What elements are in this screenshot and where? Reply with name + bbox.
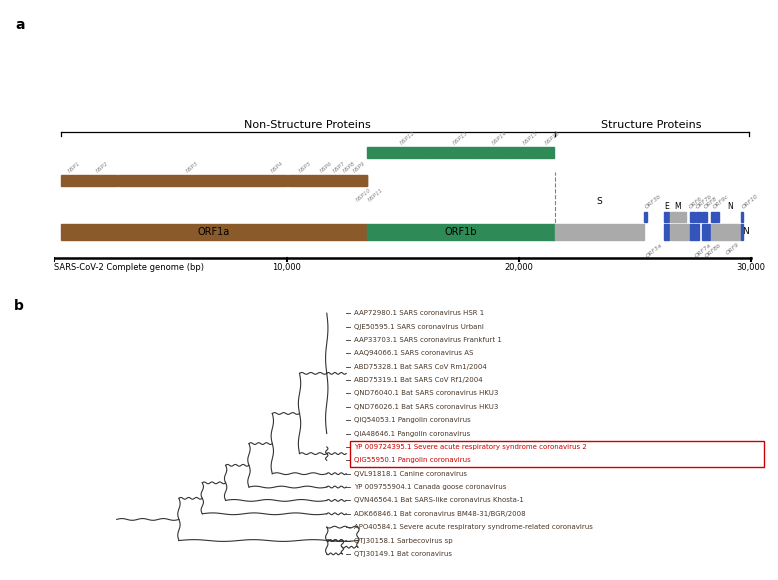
- Text: QTJ30149.1 Bat coronavirus: QTJ30149.1 Bat coronavirus: [354, 551, 452, 557]
- Text: N: N: [742, 227, 748, 236]
- Bar: [335, 175, 349, 186]
- Text: NSP6: NSP6: [319, 160, 334, 173]
- Text: NSP12: NSP12: [399, 130, 416, 146]
- Text: ABD75328.1 Bat SARS CoV Rm1/2004: ABD75328.1 Bat SARS CoV Rm1/2004: [354, 364, 487, 369]
- Text: ORF10: ORF10: [741, 194, 759, 210]
- Text: QTJ30158.1 Sarbecovirus sp: QTJ30158.1 Sarbecovirus sp: [354, 538, 453, 543]
- Bar: [670, 212, 685, 222]
- Text: N: N: [727, 202, 733, 211]
- Text: 10,000: 10,000: [272, 263, 301, 273]
- Text: ORF7b: ORF7b: [695, 194, 713, 210]
- Text: NSP3: NSP3: [185, 160, 200, 173]
- Text: M: M: [675, 202, 682, 211]
- Text: NSP11: NSP11: [367, 187, 384, 202]
- Text: ORF7a: ORF7a: [694, 242, 712, 258]
- Bar: [711, 224, 740, 240]
- Text: NSP9: NSP9: [352, 160, 366, 173]
- Text: QIA48646.1 Pangolin coronavirus: QIA48646.1 Pangolin coronavirus: [354, 430, 470, 437]
- Text: b: b: [14, 299, 24, 313]
- Bar: [702, 212, 706, 222]
- Text: ORF6: ORF6: [688, 196, 703, 210]
- Text: QIQ54053.1 Pangolin coronavirus: QIQ54053.1 Pangolin coronavirus: [354, 417, 471, 423]
- Bar: [741, 212, 743, 222]
- Text: NSP4: NSP4: [271, 160, 285, 173]
- Bar: [253, 175, 288, 186]
- Text: NSP2: NSP2: [96, 160, 110, 173]
- Text: Non-Structure Proteins: Non-Structure Proteins: [244, 120, 371, 130]
- Bar: [664, 212, 669, 222]
- Text: QVN46564.1 Bat SARS-like coronavirus Khosta-1: QVN46564.1 Bat SARS-like coronavirus Kho…: [354, 498, 524, 503]
- Bar: [356, 175, 366, 186]
- Text: ORF1a: ORF1a: [198, 227, 230, 237]
- Text: NSP10: NSP10: [356, 187, 373, 202]
- Text: QJE50595.1 SARS coronavirus Urbani: QJE50595.1 SARS coronavirus Urbani: [354, 324, 484, 329]
- Bar: [61, 224, 367, 240]
- Bar: [288, 175, 309, 186]
- Text: 30,000: 30,000: [736, 263, 766, 273]
- Text: SARS-CoV-2 Complete genome (bp): SARS-CoV-2 Complete genome (bp): [54, 263, 205, 273]
- Bar: [534, 147, 555, 158]
- Text: NSP8: NSP8: [342, 160, 356, 173]
- Text: ORF3a: ORF3a: [645, 242, 664, 258]
- Text: S: S: [597, 197, 602, 206]
- Bar: [555, 224, 643, 240]
- Text: NSP7: NSP7: [332, 160, 346, 173]
- Bar: [473, 147, 510, 158]
- Bar: [741, 224, 743, 240]
- Bar: [711, 212, 719, 222]
- Text: ABD75319.1 Bat SARS CoV Rf1/2004: ABD75319.1 Bat SARS CoV Rf1/2004: [354, 377, 482, 383]
- Text: YP 009724395.1 Severe acute respiratory syndrome coronavirus 2: YP 009724395.1 Severe acute respiratory …: [354, 444, 587, 450]
- Text: NSP5: NSP5: [299, 160, 313, 173]
- Bar: [349, 175, 355, 186]
- Text: a: a: [16, 18, 25, 32]
- Bar: [61, 175, 73, 186]
- Bar: [367, 147, 431, 158]
- Text: ADK66846.1 Bat coronavirus BM48-31/BGR/2008: ADK66846.1 Bat coronavirus BM48-31/BGR/2…: [354, 511, 526, 517]
- Text: ORF1b: ORF1b: [445, 227, 477, 237]
- Text: NSP14: NSP14: [492, 130, 509, 146]
- Text: AAP72980.1 SARS coronavirus HSR 1: AAP72980.1 SARS coronavirus HSR 1: [354, 310, 484, 316]
- Bar: [664, 224, 669, 240]
- Text: ORF8b: ORF8b: [704, 242, 722, 258]
- Text: ORF9c: ORF9c: [712, 194, 730, 210]
- Text: E: E: [664, 202, 668, 211]
- Bar: [644, 212, 647, 222]
- Bar: [690, 224, 699, 240]
- Bar: [431, 147, 473, 158]
- Text: QIG55950.1 Pangolin coronavirus: QIG55950.1 Pangolin coronavirus: [354, 457, 471, 463]
- Bar: [329, 175, 335, 186]
- Text: NSP16: NSP16: [545, 130, 562, 146]
- Text: Structure Proteins: Structure Proteins: [601, 120, 702, 130]
- Text: APO40584.1 Severe acute respiratory syndrome-related coronavirus: APO40584.1 Severe acute respiratory synd…: [354, 524, 593, 530]
- Text: QND76040.1 Bat SARS coronavirus HKU3: QND76040.1 Bat SARS coronavirus HKU3: [354, 390, 499, 397]
- Bar: [367, 224, 555, 240]
- Text: YP 009755904.1 Canada goose coronavirus: YP 009755904.1 Canada goose coronavirus: [354, 484, 506, 490]
- Bar: [350, 441, 764, 467]
- Text: QND76026.1 Bat SARS coronavirus HKU3: QND76026.1 Bat SARS coronavirus HKU3: [354, 404, 499, 410]
- Text: ORF8: ORF8: [703, 196, 719, 210]
- Bar: [309, 175, 329, 186]
- Text: NSP1: NSP1: [67, 160, 81, 173]
- Text: ORF9: ORF9: [725, 242, 741, 256]
- Text: 20,000: 20,000: [504, 263, 533, 273]
- Bar: [510, 147, 534, 158]
- Text: NSP15: NSP15: [522, 130, 539, 146]
- Bar: [686, 224, 690, 240]
- Bar: [690, 212, 695, 222]
- Text: AAQ94066.1 SARS coronavirus AS: AAQ94066.1 SARS coronavirus AS: [354, 350, 473, 356]
- Bar: [696, 212, 701, 222]
- Text: NSP13: NSP13: [452, 130, 469, 146]
- Bar: [670, 224, 685, 240]
- Text: ORF3b: ORF3b: [644, 194, 662, 210]
- Bar: [117, 175, 253, 186]
- Bar: [702, 224, 710, 240]
- Text: AAP33703.1 SARS coronavirus Frankfurt 1: AAP33703.1 SARS coronavirus Frankfurt 1: [354, 337, 502, 343]
- Bar: [73, 175, 117, 186]
- Text: QVL91818.1 Canine coronavirus: QVL91818.1 Canine coronavirus: [354, 470, 467, 477]
